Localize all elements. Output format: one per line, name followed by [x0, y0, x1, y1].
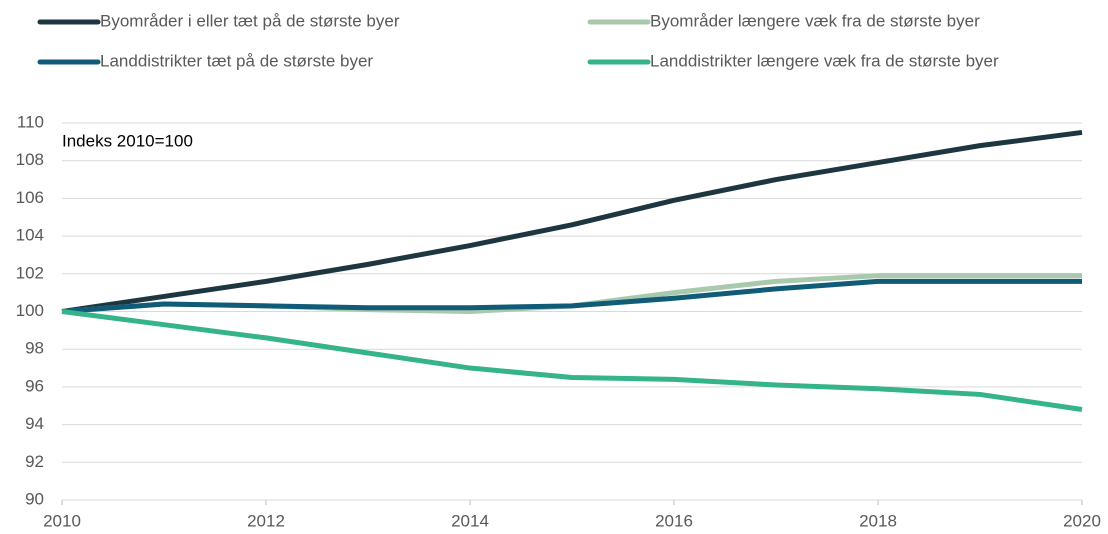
y-tick-label: 104	[16, 226, 44, 245]
series-line	[61, 278, 1082, 314]
legend-label: Landdistrikter længere væk fra de størst…	[650, 51, 999, 70]
y-tick-label: 106	[16, 188, 44, 207]
annotation: Indeks 2010=100	[62, 131, 193, 150]
y-tick-label: 92	[25, 452, 44, 471]
y-tick-label: 96	[25, 376, 44, 395]
y-tick-label: 100	[16, 301, 44, 320]
x-tick-label: 2016	[655, 511, 693, 530]
legend-label: Landdistrikter tæt på de største byer	[100, 51, 373, 70]
x-tick-label: 2010	[43, 511, 81, 530]
y-tick-label: 98	[25, 339, 44, 358]
x-tick-label: 2018	[859, 511, 897, 530]
series-line	[61, 129, 1083, 314]
y-tick-label: 110	[17, 112, 44, 131]
y-tick-label: 94	[25, 414, 44, 433]
legend-label: Byområder længere væk fra de største bye…	[650, 11, 980, 30]
y-tick-label: 90	[25, 489, 44, 508]
x-tick-label: 2014	[451, 511, 489, 530]
y-tick-label: 108	[16, 150, 44, 169]
y-tick-label: 102	[16, 263, 44, 282]
x-tick-label: 2012	[247, 511, 285, 530]
legend-label: Byområder i eller tæt på de største byer	[100, 11, 400, 30]
series-line	[61, 309, 1083, 412]
x-tick-label: 2020	[1063, 511, 1101, 530]
